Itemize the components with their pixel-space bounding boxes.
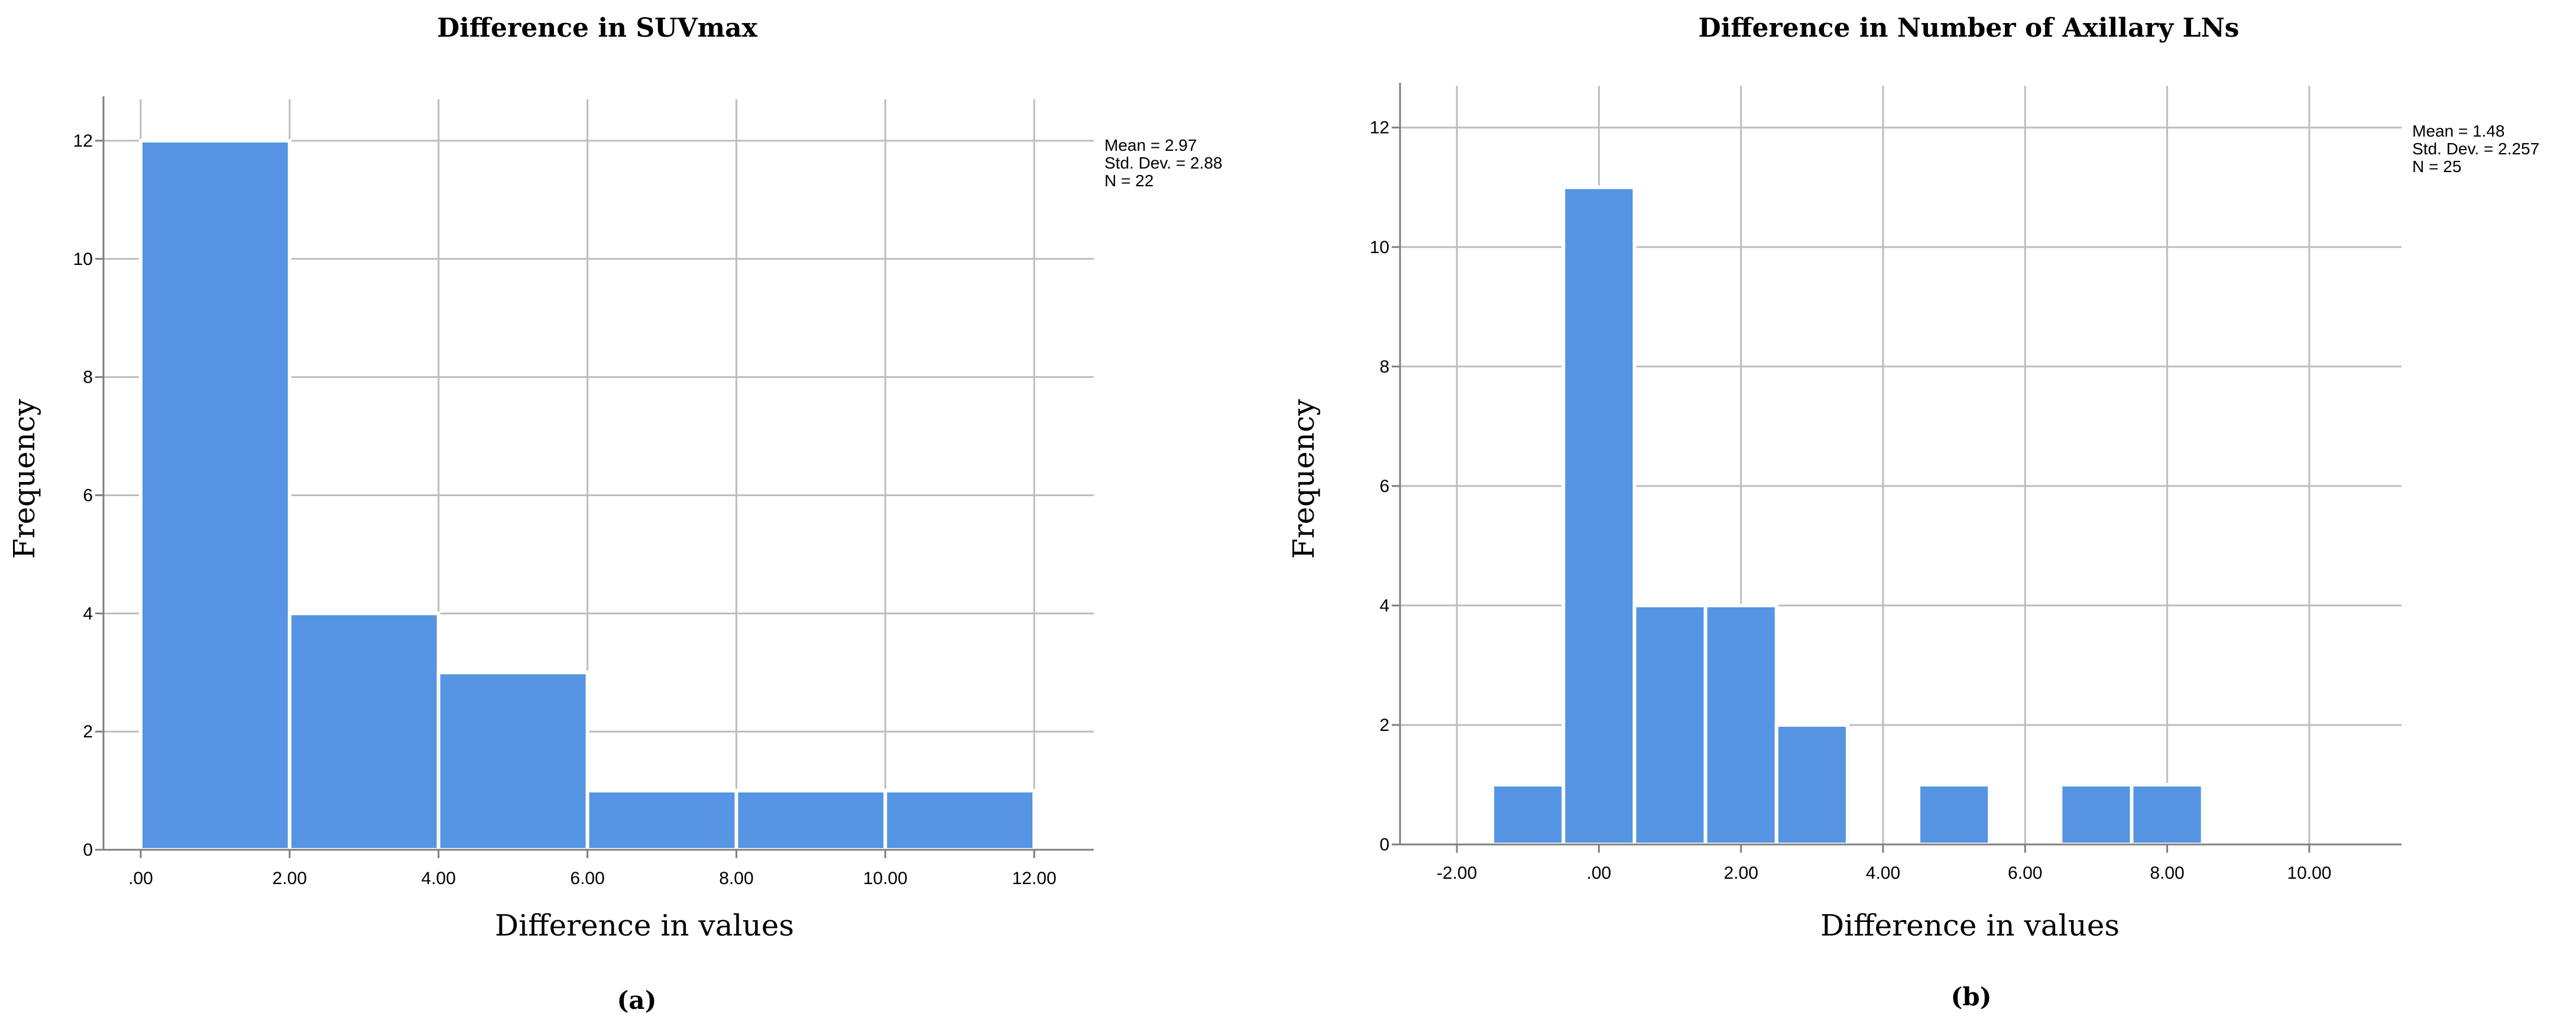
histogram-bar xyxy=(1561,185,1637,847)
histogram-bar xyxy=(1917,782,1992,846)
y-tick-label: 12 xyxy=(73,131,93,151)
y-tick-label: 6 xyxy=(83,486,93,505)
y-tick-label: 8 xyxy=(1379,357,1389,377)
y-tick-label: 10 xyxy=(1370,238,1389,257)
histogram-bar xyxy=(585,789,738,852)
histogram-bar xyxy=(1774,723,1849,846)
x-axis-label: Difference in values xyxy=(1820,908,2120,943)
panel-label: (b) xyxy=(1950,982,1991,1011)
stat-n: N = 22 xyxy=(1104,171,1153,190)
chart-title: Difference in Number of Axillary LNs xyxy=(1699,13,2240,43)
histogram-bar xyxy=(138,138,291,852)
x-tick-label: 10.00 xyxy=(2287,863,2331,883)
stat-std-dev: Std. Dev. = 2.88 xyxy=(1104,154,1223,172)
y-tick-label: 12 xyxy=(1370,118,1389,138)
histogram-bar xyxy=(1632,603,1707,846)
x-tick-label: 2.00 xyxy=(1723,863,1758,883)
y-axis-label: Frequency xyxy=(1287,399,1321,559)
x-tick-label: 10.00 xyxy=(863,869,908,888)
chart-panel-axillary-lns: Difference in Number of Axillary LNs 0 2 4… xyxy=(1287,13,2539,1011)
y-tick-label: 0 xyxy=(83,840,93,860)
x-axis-label: Difference in values xyxy=(495,908,794,943)
stat-mean: Mean = 1.48 xyxy=(2412,122,2504,140)
histogram-bar xyxy=(1490,782,1566,846)
plot-area: 0 2 4 6 8 10 12 -2.00 .00 2.00 4.00 6.00 8.00 10.00 xyxy=(1370,83,2402,883)
histogram-bar xyxy=(883,789,1036,852)
y-tick-label: 10 xyxy=(73,250,93,269)
histogram-bar xyxy=(2059,782,2134,846)
stat-std-dev: Std. Dev. = 2.257 xyxy=(2412,140,2539,158)
x-tick-label: 4.00 xyxy=(1866,863,1900,883)
x-tick-label: 8.00 xyxy=(2150,863,2184,883)
y-tick-label: 6 xyxy=(1379,477,1389,496)
histogram-bar xyxy=(436,671,589,852)
histogram-bar xyxy=(287,611,440,852)
panel-label: (a) xyxy=(617,986,657,1015)
y-tick-label: 0 xyxy=(1379,835,1389,855)
y-tick-label: 8 xyxy=(83,368,93,387)
histogram-bar xyxy=(734,789,887,852)
histogram-bar xyxy=(2130,782,2205,846)
x-tick-label: -2.00 xyxy=(1437,863,1477,883)
y-axis-label: Frequency xyxy=(7,399,41,559)
histogram-bar xyxy=(1703,603,1778,846)
y-tick-label: 4 xyxy=(1379,596,1389,616)
x-tick-label: 8.00 xyxy=(719,869,753,888)
x-tick-label: 2.00 xyxy=(273,869,307,888)
x-tick-label: 4.00 xyxy=(422,869,456,888)
x-tick-label: 6.00 xyxy=(2008,863,2042,883)
y-tick-label: 2 xyxy=(1379,716,1389,735)
stat-n: N = 25 xyxy=(2412,157,2461,176)
y-tick-label: 4 xyxy=(83,604,93,623)
stat-mean: Mean = 2.97 xyxy=(1104,136,1197,154)
x-tick-label: .00 xyxy=(1587,863,1612,883)
x-tick-label: .00 xyxy=(128,869,153,888)
x-tick-label: 6.00 xyxy=(570,869,604,888)
x-tick-label: 12.00 xyxy=(1012,869,1057,888)
y-tick-label: 2 xyxy=(83,722,93,742)
chart-title: Difference in SUVmax xyxy=(437,13,758,43)
